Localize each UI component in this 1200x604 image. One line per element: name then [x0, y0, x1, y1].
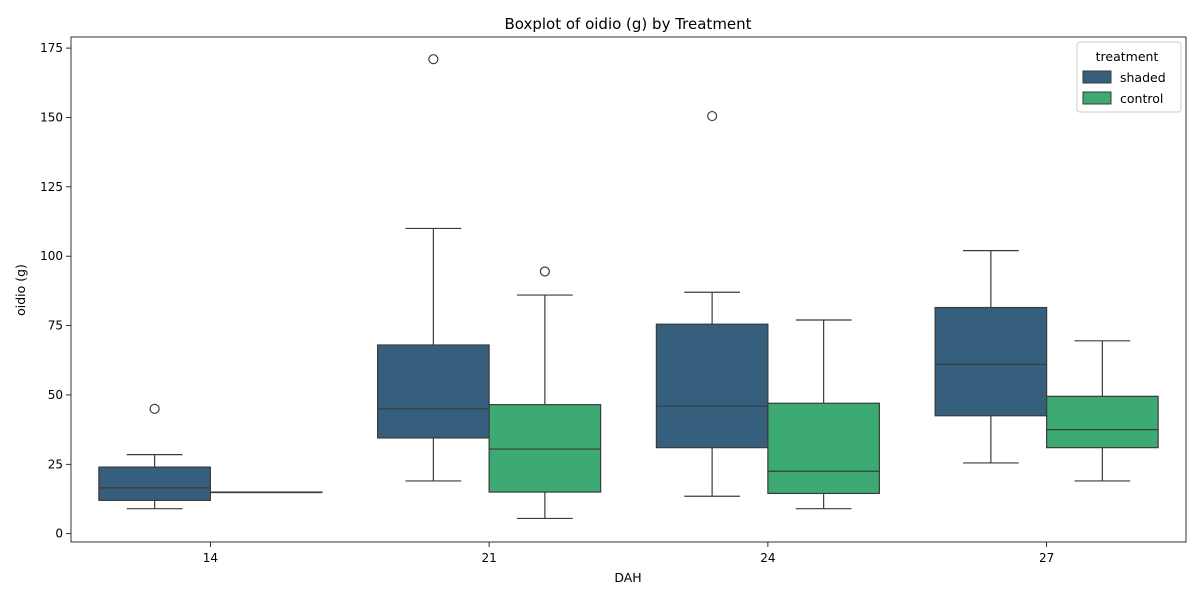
- y-tick-label: 100: [40, 249, 63, 263]
- box-shaded-24: [655, 110, 769, 497]
- box-shaded-21: [377, 54, 490, 482]
- x-axis-ticks: 14 21 24 27: [203, 542, 1054, 565]
- legend-label-control: control: [1120, 91, 1163, 106]
- y-tick-label: 25: [48, 457, 63, 471]
- box-control-24: [767, 319, 880, 510]
- y-axis-label: oidio (g): [13, 264, 28, 316]
- box-iqr: [934, 306, 1048, 417]
- box-shaded-27: [934, 250, 1048, 464]
- y-axis-ticks: 0 25 50 75 100 125 150 175: [40, 41, 71, 541]
- outlier-point: [149, 403, 160, 414]
- legend: treatment shaded control: [1076, 41, 1182, 113]
- box-iqr: [488, 404, 602, 493]
- y-tick-label: 50: [48, 388, 63, 402]
- box-iqr: [98, 466, 211, 501]
- outlier-point: [539, 266, 550, 277]
- y-tick-label: 0: [55, 527, 63, 541]
- box-iqr: [655, 323, 769, 449]
- box-shaded-14: [98, 403, 211, 510]
- x-tick-label: 24: [760, 551, 775, 565]
- legend-label-shaded: shaded: [1120, 70, 1166, 85]
- chart-title: Boxplot of oidio (g) by Treatment: [504, 15, 751, 33]
- box-iqr: [377, 344, 490, 439]
- x-tick-label: 21: [481, 551, 496, 565]
- x-axis-label: DAH: [614, 570, 641, 585]
- legend-title: treatment: [1096, 49, 1159, 64]
- box-iqr: [1046, 395, 1159, 449]
- x-tick-label: 14: [203, 551, 218, 565]
- box-control-21: [488, 266, 602, 520]
- legend-items: shaded control: [1082, 70, 1166, 106]
- box-control-14: [209, 491, 323, 494]
- x-tick-label: 27: [1039, 551, 1054, 565]
- box-iqr: [767, 402, 880, 495]
- outlier-point: [707, 110, 718, 122]
- legend-swatch-control: [1082, 91, 1112, 105]
- outlier-point: [428, 54, 439, 65]
- box-control-27: [1046, 340, 1159, 482]
- plot-area-frame: [70, 36, 1187, 543]
- y-tick-label: 150: [40, 110, 63, 124]
- legend-swatch-shaded: [1082, 70, 1112, 84]
- y-tick-label: 75: [48, 319, 63, 333]
- y-tick-label: 175: [40, 41, 63, 55]
- y-tick-label: 125: [40, 180, 63, 194]
- box-series-group: [98, 54, 1159, 520]
